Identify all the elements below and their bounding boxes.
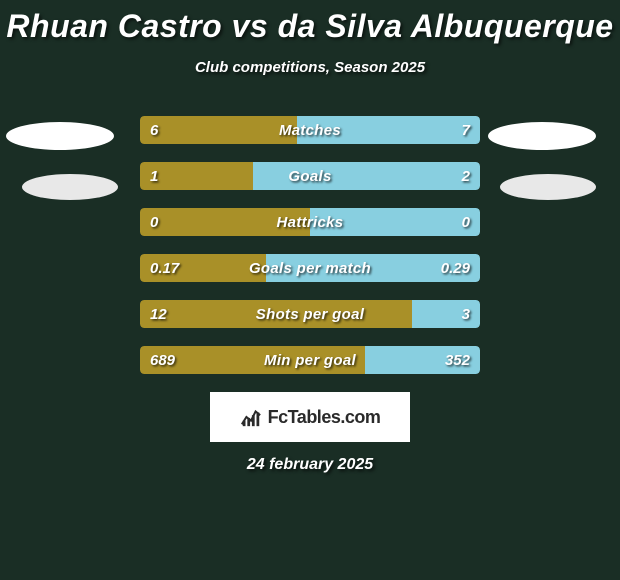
footer-date: 24 february 2025 <box>0 456 620 474</box>
stat-label: Hattricks <box>140 208 480 236</box>
stat-label: Min per goal <box>140 346 480 374</box>
page-title: Rhuan Castro vs da Silva Albuquerque <box>0 0 620 45</box>
decorative-ellipse <box>488 122 596 150</box>
logo-text: FcTables.com <box>268 407 381 428</box>
stat-row: 00Hattricks <box>140 208 480 236</box>
stat-row: 0.170.29Goals per match <box>140 254 480 282</box>
decorative-ellipse <box>6 122 114 150</box>
stat-label: Matches <box>140 116 480 144</box>
stat-row: 123Shots per goal <box>140 300 480 328</box>
stat-row: 67Matches <box>140 116 480 144</box>
stat-label: Goals per match <box>140 254 480 282</box>
decorative-ellipse <box>22 174 118 200</box>
subtitle: Club competitions, Season 2025 <box>0 59 620 76</box>
stats-bars: 67Matches 12Goals 00Hattricks 0.170.29Goals… <box>140 116 480 374</box>
stat-row: 689352Min per goal <box>140 346 480 374</box>
chart-icon <box>240 406 262 428</box>
logo-box: FcTables.com <box>210 392 410 442</box>
stat-label: Goals <box>140 162 480 190</box>
stat-label: Shots per goal <box>140 300 480 328</box>
decorative-ellipse <box>500 174 596 200</box>
stat-row: 12Goals <box>140 162 480 190</box>
